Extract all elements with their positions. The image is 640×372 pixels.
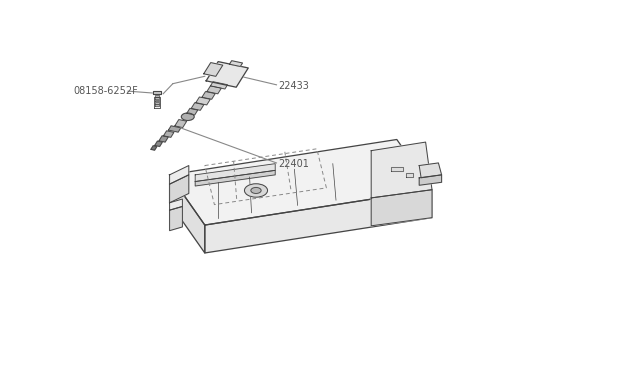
Polygon shape xyxy=(155,97,159,99)
Polygon shape xyxy=(195,164,275,182)
Circle shape xyxy=(181,113,194,121)
Polygon shape xyxy=(155,141,163,147)
Polygon shape xyxy=(152,91,161,94)
Circle shape xyxy=(244,184,268,197)
Polygon shape xyxy=(155,102,159,104)
Text: 22433: 22433 xyxy=(278,81,309,90)
Polygon shape xyxy=(170,166,189,184)
Polygon shape xyxy=(159,136,168,142)
Polygon shape xyxy=(406,173,413,177)
Polygon shape xyxy=(207,86,221,94)
Polygon shape xyxy=(155,100,159,101)
Text: 22401: 22401 xyxy=(278,159,309,169)
Polygon shape xyxy=(187,109,198,115)
Polygon shape xyxy=(196,97,210,105)
Polygon shape xyxy=(170,206,182,231)
Polygon shape xyxy=(230,61,243,67)
Polygon shape xyxy=(206,62,248,87)
Polygon shape xyxy=(170,140,432,225)
Polygon shape xyxy=(211,82,228,89)
Polygon shape xyxy=(164,131,174,137)
Text: 08158-6252F: 08158-6252F xyxy=(74,86,138,96)
Polygon shape xyxy=(155,95,159,97)
Polygon shape xyxy=(205,190,432,253)
Polygon shape xyxy=(391,167,403,171)
Circle shape xyxy=(251,187,261,193)
Polygon shape xyxy=(195,170,275,186)
Polygon shape xyxy=(419,175,442,185)
Polygon shape xyxy=(155,104,159,106)
Polygon shape xyxy=(204,62,223,76)
Polygon shape xyxy=(170,199,182,210)
Polygon shape xyxy=(191,103,204,110)
Polygon shape xyxy=(170,175,205,253)
Polygon shape xyxy=(170,175,189,203)
Polygon shape xyxy=(151,146,157,150)
Polygon shape xyxy=(168,126,180,132)
Polygon shape xyxy=(371,142,432,198)
Polygon shape xyxy=(419,163,442,178)
Polygon shape xyxy=(371,190,432,226)
Polygon shape xyxy=(175,119,187,128)
Polygon shape xyxy=(202,92,215,99)
